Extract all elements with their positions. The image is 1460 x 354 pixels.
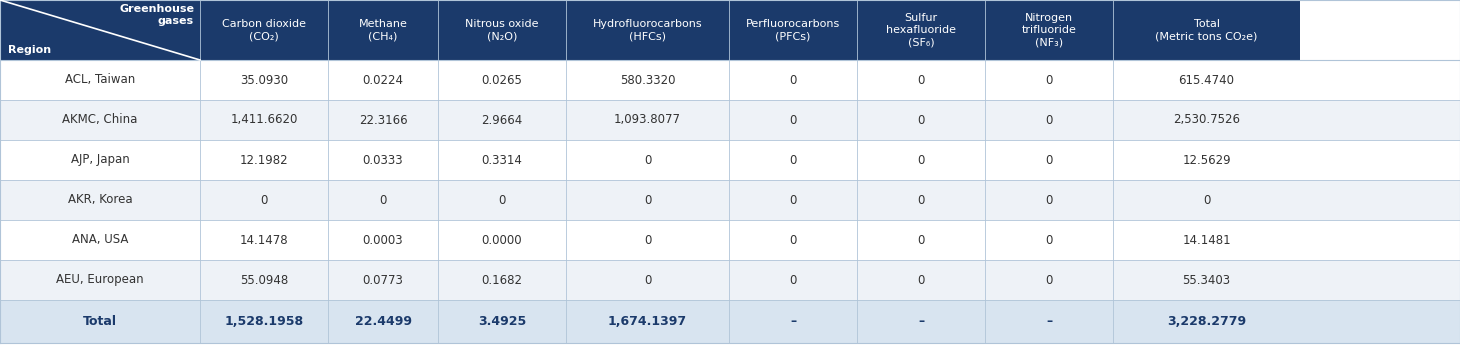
Bar bbox=[0, 220, 1460, 260]
Text: 580.3320: 580.3320 bbox=[619, 74, 675, 86]
Text: 0: 0 bbox=[1203, 194, 1210, 206]
Bar bbox=[1113, 0, 1299, 60]
Text: Carbon dioxide
(CO₂): Carbon dioxide (CO₂) bbox=[222, 19, 307, 41]
Text: 3.4925: 3.4925 bbox=[477, 315, 526, 328]
Text: –: – bbox=[790, 315, 796, 328]
Text: 2,530.7526: 2,530.7526 bbox=[1172, 114, 1240, 126]
Text: Total: Total bbox=[83, 315, 117, 328]
Text: ACL, Taiwan: ACL, Taiwan bbox=[64, 74, 136, 86]
Text: Nitrous oxide
(N₂O): Nitrous oxide (N₂O) bbox=[466, 19, 539, 41]
Text: AJP, Japan: AJP, Japan bbox=[70, 154, 130, 166]
Text: 0: 0 bbox=[917, 114, 924, 126]
Text: 0: 0 bbox=[1045, 114, 1053, 126]
Text: 0: 0 bbox=[917, 74, 924, 86]
Text: 0: 0 bbox=[644, 274, 651, 286]
Text: 12.1982: 12.1982 bbox=[239, 154, 288, 166]
Text: 0.0265: 0.0265 bbox=[482, 74, 523, 86]
Text: AEU, European: AEU, European bbox=[55, 274, 145, 286]
Text: 0.0000: 0.0000 bbox=[482, 234, 523, 246]
Text: AKMC, China: AKMC, China bbox=[63, 114, 137, 126]
Text: –: – bbox=[918, 315, 924, 328]
Text: 0: 0 bbox=[1045, 274, 1053, 286]
Text: 14.1478: 14.1478 bbox=[239, 234, 288, 246]
Text: 0: 0 bbox=[1045, 74, 1053, 86]
Text: 0: 0 bbox=[790, 154, 797, 166]
Bar bbox=[0, 180, 1460, 220]
Text: Methane
(CH₄): Methane (CH₄) bbox=[359, 19, 407, 41]
Text: Greenhouse
gases: Greenhouse gases bbox=[120, 4, 194, 25]
Bar bbox=[0, 140, 1460, 180]
Text: 0: 0 bbox=[1045, 234, 1053, 246]
Text: 0.0333: 0.0333 bbox=[362, 154, 403, 166]
Text: Nitrogen
trifluoride
(NF₃): Nitrogen trifluoride (NF₃) bbox=[1022, 13, 1076, 47]
Text: 0: 0 bbox=[260, 194, 267, 206]
Text: 0: 0 bbox=[1045, 154, 1053, 166]
Text: 0: 0 bbox=[644, 154, 651, 166]
Text: Region: Region bbox=[7, 45, 51, 55]
Bar bbox=[0, 300, 1460, 343]
Text: 0.0003: 0.0003 bbox=[362, 234, 403, 246]
Text: 1,674.1397: 1,674.1397 bbox=[607, 315, 688, 328]
Bar bbox=[986, 0, 1113, 60]
Bar bbox=[566, 0, 729, 60]
Text: 0: 0 bbox=[790, 274, 797, 286]
Text: Hydrofluorocarbons
(HFCs): Hydrofluorocarbons (HFCs) bbox=[593, 19, 702, 41]
Text: 1,093.8077: 1,093.8077 bbox=[615, 114, 680, 126]
Bar bbox=[729, 0, 857, 60]
Bar bbox=[0, 100, 1460, 140]
Bar bbox=[200, 0, 328, 60]
Text: 35.0930: 35.0930 bbox=[239, 74, 288, 86]
Text: 0.1682: 0.1682 bbox=[482, 274, 523, 286]
Bar bbox=[0, 260, 1460, 300]
Bar bbox=[438, 0, 566, 60]
Text: 0: 0 bbox=[644, 234, 651, 246]
Bar bbox=[0, 0, 200, 60]
Text: 0: 0 bbox=[644, 194, 651, 206]
Text: 0.0773: 0.0773 bbox=[362, 274, 403, 286]
Text: 22.4499: 22.4499 bbox=[355, 315, 412, 328]
Bar bbox=[328, 0, 438, 60]
Text: 0: 0 bbox=[790, 234, 797, 246]
Text: 0: 0 bbox=[790, 194, 797, 206]
Text: Total
(Metric tons CO₂e): Total (Metric tons CO₂e) bbox=[1155, 19, 1257, 41]
Text: 0: 0 bbox=[498, 194, 505, 206]
Text: Perfluorocarbons
(PFCs): Perfluorocarbons (PFCs) bbox=[746, 19, 840, 41]
Text: 0: 0 bbox=[917, 194, 924, 206]
Text: 0: 0 bbox=[790, 114, 797, 126]
Text: 14.1481: 14.1481 bbox=[1183, 234, 1231, 246]
Text: 22.3166: 22.3166 bbox=[359, 114, 407, 126]
Text: 3,228.2779: 3,228.2779 bbox=[1167, 315, 1245, 328]
Text: 55.0948: 55.0948 bbox=[239, 274, 288, 286]
Text: 0: 0 bbox=[917, 154, 924, 166]
Text: AKR, Korea: AKR, Korea bbox=[67, 194, 133, 206]
Text: 0: 0 bbox=[1045, 194, 1053, 206]
Text: 0: 0 bbox=[380, 194, 387, 206]
Text: –: – bbox=[1045, 315, 1053, 328]
Text: 615.4740: 615.4740 bbox=[1178, 74, 1235, 86]
Bar bbox=[0, 60, 1460, 100]
Text: 1,528.1958: 1,528.1958 bbox=[225, 315, 304, 328]
Text: Sulfur
hexafluoride
(SF₆): Sulfur hexafluoride (SF₆) bbox=[886, 13, 956, 47]
Text: 0: 0 bbox=[917, 234, 924, 246]
Text: 1,411.6620: 1,411.6620 bbox=[231, 114, 298, 126]
Bar bbox=[857, 0, 986, 60]
Text: 55.3403: 55.3403 bbox=[1183, 274, 1231, 286]
Text: 2.9664: 2.9664 bbox=[482, 114, 523, 126]
Text: 12.5629: 12.5629 bbox=[1183, 154, 1231, 166]
Text: 0.0224: 0.0224 bbox=[362, 74, 403, 86]
Text: 0: 0 bbox=[917, 274, 924, 286]
Text: ANA, USA: ANA, USA bbox=[72, 234, 128, 246]
Text: 0: 0 bbox=[790, 74, 797, 86]
Text: 0.3314: 0.3314 bbox=[482, 154, 523, 166]
